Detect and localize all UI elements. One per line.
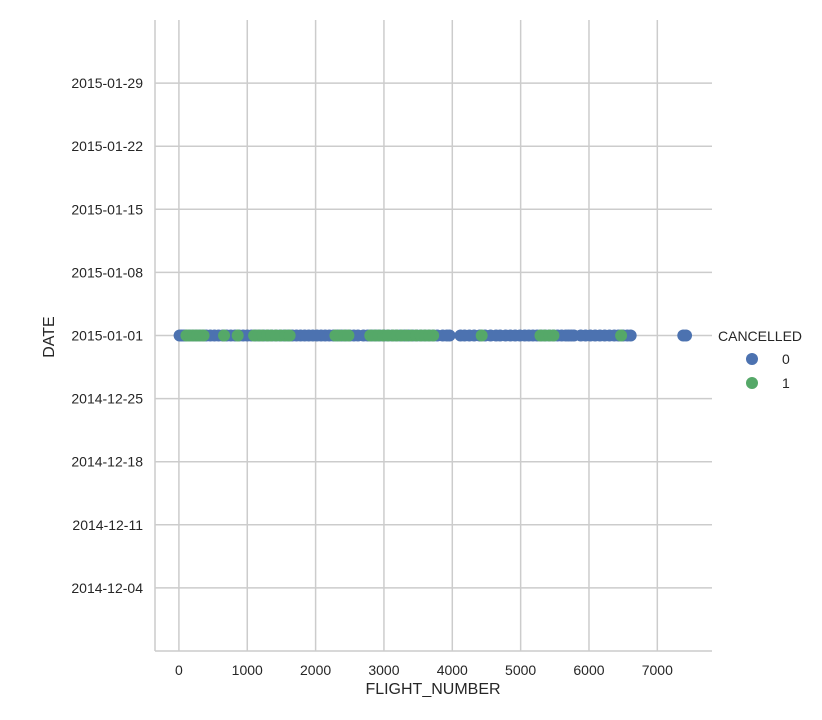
data-point [475, 329, 488, 342]
y-tick-label: 2015-01-15 [71, 201, 143, 217]
y-tick-label: 2014-12-04 [71, 580, 143, 596]
data-point [283, 329, 296, 342]
data-point [342, 329, 355, 342]
y-tick-label: 2014-12-25 [71, 391, 143, 407]
legend-entry-label: 1 [782, 375, 790, 391]
data-point [443, 329, 456, 342]
legend-title: CANCELLED [718, 328, 802, 344]
x-tick-label: 7000 [642, 662, 673, 678]
x-tick-label: 3000 [368, 662, 399, 678]
x-tick-label: 6000 [573, 662, 604, 678]
x-tick-label: 5000 [505, 662, 536, 678]
y-tick-label: 2015-01-01 [71, 328, 143, 344]
x-tick-label: 0 [175, 662, 183, 678]
data-point [680, 329, 693, 342]
data-point [427, 329, 440, 342]
x-tick-label: 2000 [300, 662, 331, 678]
x-tick-label: 4000 [437, 662, 468, 678]
x-tick-labels: 0 1000 2000 3000 4000 5000 6000 7000 [175, 662, 673, 678]
y-tick-label: 2015-01-08 [71, 264, 143, 280]
y-tick-label: 2015-01-29 [71, 75, 143, 91]
data-point [197, 329, 210, 342]
data-point [218, 329, 231, 342]
data-points [173, 329, 693, 342]
data-point [624, 329, 637, 342]
data-point [231, 329, 244, 342]
x-axis-label: FLIGHT_NUMBER [365, 681, 500, 698]
axis-spines [154, 20, 712, 652]
legend-marker [746, 353, 758, 365]
data-point [547, 329, 560, 342]
legend-entry-label: 0 [782, 351, 790, 367]
y-tick-labels: 2014-12-04 2014-12-11 2014-12-18 2014-12-25… [71, 75, 143, 596]
data-point [615, 329, 628, 342]
y-tick-label: 2015-01-22 [71, 138, 143, 154]
y-tick-label: 2014-12-11 [72, 517, 143, 533]
legend-marker [746, 377, 758, 389]
legend: CANCELLED 0 1 [718, 328, 802, 391]
y-tick-label: 2014-12-18 [71, 454, 143, 470]
y-axis-label: DATE [41, 316, 58, 357]
x-tick-label: 1000 [232, 662, 263, 678]
